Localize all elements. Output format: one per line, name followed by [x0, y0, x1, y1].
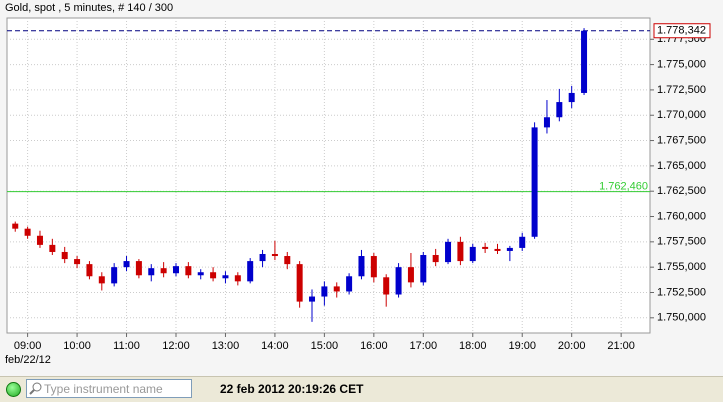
x-tick-label: 17:00 [410, 340, 438, 352]
candle-body [49, 244, 56, 252]
candle-body [111, 267, 118, 284]
candle-body [556, 102, 563, 118]
candle-body [271, 253, 278, 257]
date-label: feb/22/12 [5, 354, 51, 366]
candle-body [506, 247, 513, 251]
y-tick-label: 1.757,500 [657, 236, 706, 248]
candle-body [86, 264, 93, 277]
x-tick-label: 11:00 [113, 340, 140, 352]
y-tick-label: 1.752,500 [657, 286, 706, 298]
candle-body [519, 236, 526, 248]
x-tick-label: 12:00 [162, 340, 190, 352]
y-tick-label: 1.770,000 [657, 109, 706, 121]
candle-body [222, 275, 229, 279]
timestamp: 22 feb 2012 20:19:26 CET [220, 382, 364, 396]
candle-body [74, 259, 81, 265]
candle-body [383, 277, 390, 295]
y-tick-label: 1.772,500 [657, 84, 706, 96]
candle-body [172, 266, 179, 274]
candle-body [358, 256, 365, 277]
candle-body [284, 256, 291, 265]
search-box[interactable]: Type instrument name [26, 379, 192, 398]
candle-body [346, 276, 353, 292]
candle-body [581, 30, 588, 93]
candle-body [543, 117, 550, 128]
candle-body [494, 248, 501, 251]
y-tick-label: 1.762,500 [657, 185, 706, 197]
y-tick-label: 1.765,000 [657, 160, 706, 172]
x-tick-label: 21:00 [607, 340, 635, 352]
search-placeholder: Type instrument name [44, 382, 163, 396]
candle-body [210, 272, 217, 279]
candle-body [12, 223, 19, 229]
candle-body [234, 275, 241, 282]
level-label: 1.762,460 [599, 181, 648, 193]
plot-area [6, 17, 651, 334]
chart: Gold, spot , 5 minutes, # 140 / 300 feb/… [5, 1, 711, 366]
candle-body [321, 286, 328, 297]
candle-body [123, 261, 130, 268]
x-tick-label: 15:00 [311, 340, 339, 352]
candle-body [185, 266, 192, 276]
candle-body [568, 92, 575, 103]
candle-body [296, 264, 303, 302]
candle-body [457, 241, 464, 262]
x-tick-label: 13:00 [212, 340, 240, 352]
candle-body [370, 256, 377, 278]
candle-body [445, 241, 452, 263]
y-tick-label: 1.760,000 [657, 210, 706, 222]
candle-body [247, 261, 254, 282]
candle-body [432, 255, 439, 263]
candle-body [420, 255, 427, 283]
candle-body [333, 286, 340, 292]
search-icon [29, 382, 42, 395]
y-tick-label: 1.755,000 [657, 261, 706, 273]
current-price-label: 1.778,342 [657, 25, 706, 37]
candle-body [61, 251, 68, 260]
candle-body [160, 268, 167, 274]
y-tick-label: 1.750,000 [657, 312, 706, 324]
candle-body [407, 267, 414, 283]
candle-body [24, 228, 31, 236]
candle-body [259, 253, 266, 262]
candle-body [531, 127, 538, 237]
x-tick-label: 19:00 [508, 340, 536, 352]
x-tick-label: 18:00 [459, 340, 487, 352]
candle-body [469, 246, 476, 262]
y-tick-label: 1.775,000 [657, 58, 706, 70]
candle-body [135, 261, 142, 276]
x-tick-label: 09:00 [14, 340, 42, 352]
candle-body [309, 296, 316, 302]
candle-body [197, 272, 204, 276]
candle-body [482, 246, 489, 249]
status-bar: Type instrument name 22 feb 2012 20:19:2… [0, 376, 723, 402]
status-indicator [6, 382, 21, 397]
y-tick-label: 1.767,500 [657, 134, 706, 146]
x-tick-label: 10:00 [63, 340, 91, 352]
x-tick-label: 16:00 [360, 340, 388, 352]
chart-title: Gold, spot , 5 minutes, # 140 / 300 [5, 2, 173, 14]
x-tick-label: 20:00 [558, 340, 586, 352]
x-tick-label: 14:00 [261, 340, 289, 352]
candle-body [395, 267, 402, 295]
candle-body [36, 235, 43, 245]
current-price-box [653, 23, 711, 39]
candle-body [148, 268, 155, 276]
candle-body [98, 276, 105, 284]
